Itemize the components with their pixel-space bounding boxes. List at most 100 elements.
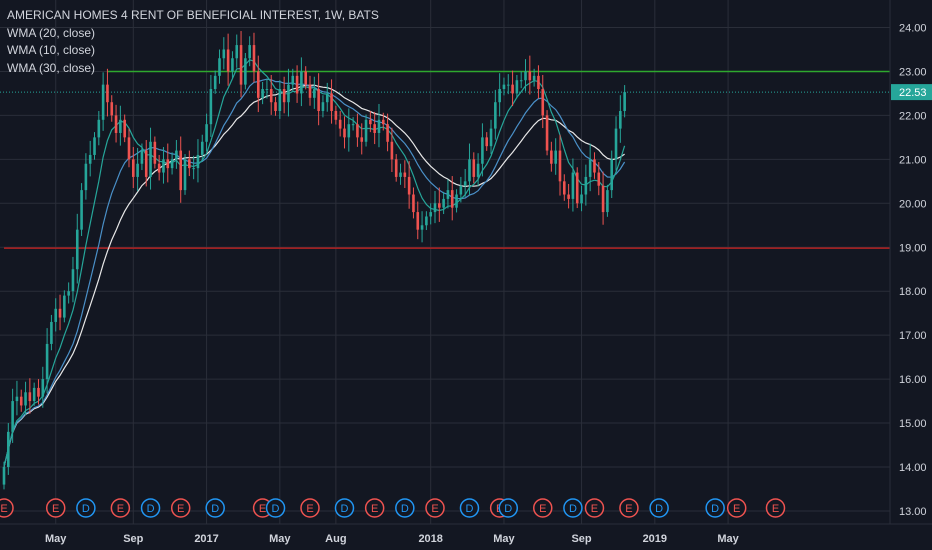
candle[interactable] — [300, 57, 303, 107]
candle[interactable] — [438, 187, 441, 222]
dividend-event[interactable]: D — [459, 498, 480, 518]
candle[interactable] — [317, 73, 320, 126]
candle[interactable] — [442, 191, 445, 215]
candle[interactable] — [528, 55, 532, 95]
candle[interactable] — [222, 37, 226, 70]
candle[interactable] — [37, 379, 40, 405]
candle[interactable] — [175, 140, 178, 169]
candle[interactable] — [119, 105, 122, 146]
candle[interactable] — [351, 117, 355, 131]
candle[interactable] — [50, 314, 53, 351]
candle[interactable] — [381, 112, 385, 131]
earnings-event[interactable]: E — [0, 498, 14, 518]
candle[interactable] — [399, 163, 402, 185]
candle[interactable] — [377, 103, 381, 148]
candle[interactable] — [386, 113, 389, 152]
candle[interactable] — [369, 111, 372, 133]
candle[interactable] — [575, 167, 579, 209]
candle[interactable] — [593, 152, 596, 179]
candle[interactable] — [170, 152, 174, 175]
candle[interactable] — [88, 140, 92, 177]
candle[interactable] — [541, 74, 545, 129]
candle[interactable] — [192, 155, 195, 180]
earnings-event[interactable]: E — [45, 498, 66, 518]
candle[interactable] — [506, 74, 510, 95]
candle[interactable] — [209, 74, 213, 137]
candle[interactable] — [244, 52, 247, 90]
candle[interactable] — [71, 256, 75, 303]
time-axis[interactable]: May Sep 2017 May Aug 2018 May Sep 2019 May — [45, 533, 740, 545]
candle[interactable] — [334, 105, 338, 125]
earnings-event[interactable]: E — [619, 498, 639, 518]
candle[interactable] — [606, 184, 609, 217]
candle[interactable] — [80, 183, 83, 236]
dividend-event[interactable]: D — [563, 498, 583, 518]
candle[interactable] — [54, 298, 58, 332]
candle[interactable] — [563, 174, 566, 201]
earnings-event[interactable]: E — [726, 498, 747, 518]
candle[interactable] — [239, 31, 243, 98]
candle[interactable] — [588, 143, 592, 192]
earnings-event[interactable]: E — [300, 498, 320, 518]
dividend-event[interactable]: D — [705, 498, 725, 518]
candle[interactable] — [278, 80, 282, 119]
candle[interactable] — [321, 95, 325, 118]
candle[interactable] — [188, 150, 191, 177]
candle[interactable] — [407, 161, 411, 209]
candle[interactable] — [11, 388, 14, 443]
candle[interactable] — [412, 187, 415, 219]
candle[interactable] — [162, 147, 165, 184]
candle[interactable] — [455, 189, 458, 213]
candle[interactable] — [416, 201, 420, 240]
candle[interactable] — [373, 111, 376, 145]
candle[interactable] — [597, 161, 601, 196]
dividend-event[interactable]: D — [498, 498, 519, 518]
candle[interactable] — [420, 211, 424, 243]
candle[interactable] — [614, 116, 618, 171]
candle[interactable] — [489, 119, 493, 155]
candle[interactable] — [623, 85, 626, 118]
candles[interactable] — [2, 31, 626, 490]
candle[interactable] — [580, 185, 583, 212]
candle[interactable] — [183, 154, 187, 195]
candle[interactable] — [494, 89, 497, 140]
legend-study-wma10[interactable]: WMA (10, close) — [7, 43, 96, 57]
candle[interactable] — [24, 381, 27, 415]
candle[interactable] — [256, 55, 260, 113]
dividend-event[interactable]: D — [205, 498, 225, 518]
legend-title[interactable]: AMERICAN HOMES 4 RENT OF BENEFICIAL INTE… — [7, 8, 379, 22]
candle[interactable] — [502, 77, 506, 96]
candle[interactable] — [550, 141, 553, 172]
candle[interactable] — [252, 32, 256, 83]
candle[interactable] — [450, 176, 454, 221]
candle[interactable] — [101, 72, 105, 131]
candle[interactable] — [347, 108, 351, 152]
candle[interactable] — [58, 294, 62, 331]
candle[interactable] — [45, 328, 49, 394]
candle[interactable] — [558, 134, 562, 196]
horizontal-levels[interactable] — [0, 70, 890, 249]
candle[interactable] — [41, 366, 45, 408]
candle[interactable] — [15, 380, 19, 416]
earnings-event[interactable]: E — [110, 498, 131, 518]
candle[interactable] — [153, 136, 157, 169]
candle[interactable] — [235, 34, 239, 68]
candle[interactable] — [446, 179, 450, 209]
dividend-event[interactable]: D — [265, 498, 286, 518]
candle[interactable] — [179, 136, 183, 203]
candle[interactable] — [7, 423, 10, 475]
candle[interactable] — [291, 68, 295, 91]
candle[interactable] — [554, 138, 557, 175]
dividend-event[interactable]: D — [395, 498, 415, 518]
candle[interactable] — [84, 153, 88, 200]
candle[interactable] — [295, 65, 299, 103]
candle[interactable] — [127, 128, 131, 168]
candle[interactable] — [567, 183, 570, 209]
dividend-event[interactable]: D — [649, 498, 669, 518]
dividend-event[interactable]: D — [76, 498, 96, 518]
candle[interactable] — [196, 139, 200, 183]
candle[interactable] — [93, 132, 96, 160]
candle[interactable] — [498, 73, 501, 117]
candle[interactable] — [619, 95, 622, 143]
candle[interactable] — [468, 143, 471, 196]
